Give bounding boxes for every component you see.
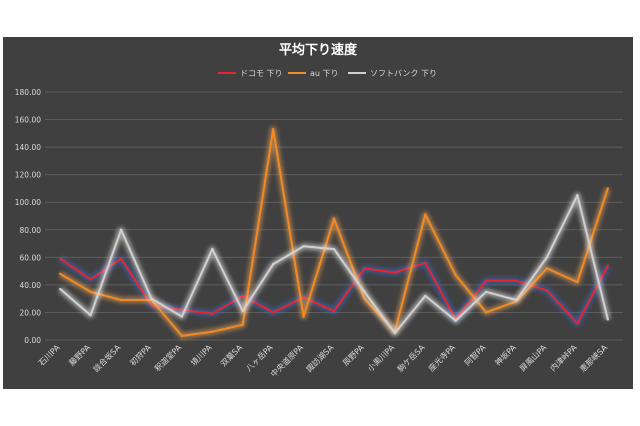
data-point [484, 279, 488, 282]
data-point [59, 287, 62, 291]
data-point [241, 323, 244, 327]
data-point [59, 272, 62, 276]
x-tick-label: 初狩PA [128, 342, 154, 368]
data-point [545, 256, 549, 259]
data-point [424, 261, 427, 265]
x-tick-label: 中央道原PA [268, 342, 305, 379]
data-point [241, 294, 244, 298]
data-point [576, 322, 579, 325]
data-point [89, 278, 92, 281]
x-tick-label: 諏訪湖SA [304, 342, 336, 374]
chart-title: 平均下り速度 [279, 42, 358, 58]
x-tick-label: 屏風山PA [517, 342, 548, 373]
data-point [332, 309, 336, 313]
data-point [332, 217, 336, 220]
data-point [606, 187, 609, 190]
x-tick-label: 駒ケ岳SA [395, 342, 427, 374]
x-tick-label: 辰野PA [341, 343, 366, 368]
series-lines [58, 126, 611, 339]
x-tick-label: 藤野PA [67, 342, 93, 368]
line-chart: 平均下り速度 ドコモ 下り au 下り ソフトバンク 下り 0.00 20.00 40.… [15, 42, 623, 379]
data-point [545, 289, 549, 292]
data-point [119, 228, 123, 231]
y-tick-label: 80.00 [20, 226, 42, 235]
data-point [424, 213, 427, 216]
data-point [606, 318, 609, 321]
x-axis: 石川PA 藤野PA 談合坂SA 初狩PA 釈迦堂PA 境川PA 双葉SA 八ヶ岳PA中央道原P… [37, 342, 610, 379]
x-tick-label: 双葉SA [218, 342, 244, 368]
data-point [484, 290, 488, 293]
data-point [576, 194, 579, 197]
legend-label: au 下り [310, 69, 339, 78]
data-point [150, 297, 153, 300]
data-point [271, 311, 275, 314]
y-tick-label: 20.00 [20, 308, 42, 317]
data-point [211, 247, 214, 251]
data-point [424, 294, 427, 298]
data-point [89, 290, 92, 293]
y-tick-label: 0.00 [24, 336, 41, 345]
y-tick-label: 60.00 [20, 253, 42, 262]
data-point [241, 309, 244, 313]
legend: ドコモ 下り au 下り ソフトバンク 下り [218, 69, 437, 78]
x-tick-label: 石川PA [37, 343, 62, 368]
y-tick-label: 120.00 [15, 171, 41, 180]
series-line [59, 128, 609, 337]
data-point [302, 315, 305, 318]
data-point [332, 247, 336, 251]
x-tick-label: 座光寺PA [426, 342, 457, 373]
data-point [302, 245, 305, 248]
series-glow [58, 126, 611, 339]
data-point [89, 314, 92, 317]
data-point [454, 319, 457, 322]
data-point [515, 279, 518, 282]
x-tick-label: 小黒川PA [366, 343, 397, 374]
x-tick-label: 阿智PA [462, 342, 488, 368]
x-tick-label: 内津峠PA [548, 342, 579, 373]
data-point [180, 315, 184, 318]
data-point [363, 290, 366, 293]
y-tick-label: 140.00 [15, 143, 41, 152]
data-point [484, 311, 488, 314]
data-point [119, 257, 123, 260]
data-point [363, 267, 366, 270]
chart-frame: 平均下り速度 ドコモ 下り au 下り ソフトバンク 下り 0.00 20.00 40.… [3, 37, 633, 389]
data-point [211, 330, 214, 333]
data-point [119, 298, 123, 302]
data-point [606, 264, 609, 267]
data-point [576, 280, 579, 284]
legend-label: ソフトバンク 下り [370, 69, 437, 78]
data-point [180, 334, 184, 338]
x-tick-label: 談合坂SA [91, 342, 123, 374]
data-point [271, 263, 275, 266]
x-tick-label: 恵那峡SA [578, 342, 610, 374]
y-tick-label: 40.00 [20, 281, 42, 290]
y-axis: 0.00 20.00 40.00 60.00 80.00 100.00 120.00 140.… [15, 88, 41, 345]
data-point [59, 257, 62, 260]
data-point [393, 271, 397, 274]
data-point [211, 312, 214, 316]
x-tick-label: 神坂PA [493, 342, 519, 368]
data-point [393, 331, 397, 335]
legend-label: ドコモ 下り [240, 69, 283, 78]
data-point [363, 297, 366, 300]
y-tick-label: 180.00 [15, 88, 41, 97]
x-tick-label: 境川PA [188, 342, 214, 368]
x-tick-label: 八ヶ岳PA [244, 342, 275, 373]
x-tick-label: 釈迦堂PA [152, 342, 183, 373]
data-point [454, 274, 457, 277]
data-point [545, 267, 549, 270]
data-point [515, 298, 518, 302]
data-point [271, 128, 275, 131]
y-tick-label: 100.00 [15, 198, 41, 207]
y-tick-label: 160.00 [15, 116, 41, 125]
